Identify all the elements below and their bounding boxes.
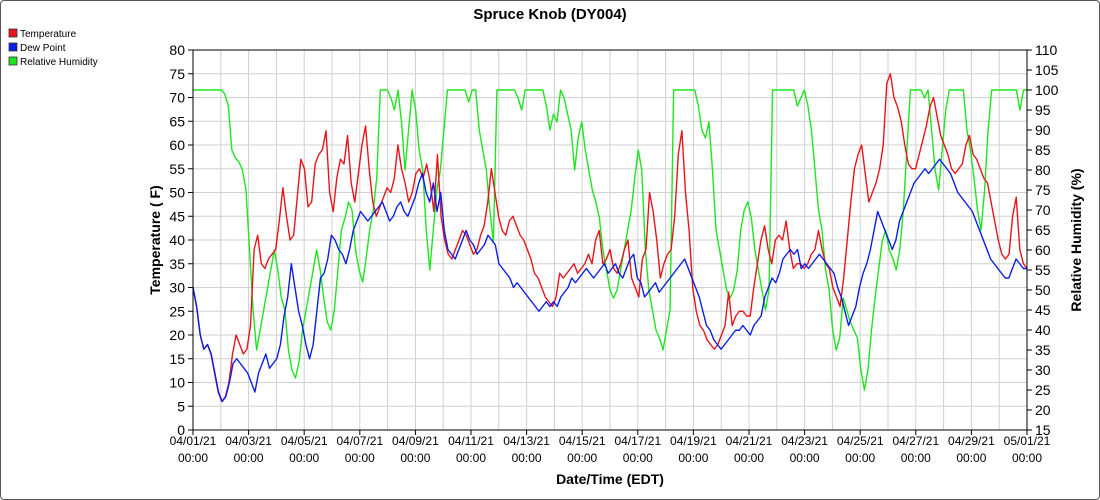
- legend-swatch: [8, 28, 18, 38]
- x-tick-label-time: 00:00: [178, 451, 208, 465]
- y2-tick-label: 110: [1035, 42, 1058, 58]
- y2-tick-label: 30: [1035, 362, 1051, 378]
- y2-tick-label: 60: [1035, 242, 1051, 258]
- x-tick-label-time: 00:00: [956, 451, 986, 465]
- y2-tick-label: 75: [1035, 182, 1051, 198]
- x-tick-label-date: 04/15/21: [559, 434, 606, 448]
- x-tick-label-date: 04/13/21: [503, 434, 550, 448]
- legend: Temperature Dew Point Relative Humidity: [8, 28, 98, 68]
- y2-axis-title: Relative Humidity (%): [1068, 168, 1084, 311]
- x-tick-label-time: 00:00: [845, 451, 875, 465]
- x-tick-label-date: 04/29/21: [948, 434, 995, 448]
- x-tick-label-time: 00:00: [623, 451, 653, 465]
- x-tick-label-date: 04/09/21: [392, 434, 439, 448]
- x-tick-label-date: 05/01/21: [1004, 434, 1051, 448]
- y2-tick-label: 100: [1035, 82, 1059, 98]
- y-tick-label: 25: [169, 303, 185, 319]
- y2-tick-label: 90: [1035, 122, 1051, 138]
- x-tick-label-time: 00:00: [345, 451, 375, 465]
- y-tick-label: 0: [177, 422, 185, 438]
- x-tick-label-date: 04/01/21: [170, 434, 217, 448]
- x-tick-label-date: 04/21/21: [726, 434, 773, 448]
- y-axis-title: Temperature ( F): [147, 185, 163, 294]
- y-tick-label: 50: [169, 185, 185, 201]
- x-tick-label-time: 00:00: [901, 451, 931, 465]
- chart-title: Spruce Knob (DY004): [473, 6, 626, 23]
- x-tick-label-date: 04/05/21: [281, 434, 328, 448]
- series-line-temperature: [192, 73, 1028, 403]
- y-tick-label: 80: [169, 42, 185, 58]
- y-tick-label: 5: [177, 398, 185, 414]
- y2-tick-label: 65: [1035, 222, 1051, 238]
- y2-tick-label: 80: [1035, 162, 1051, 178]
- x-tick-label-date: 04/11/21: [448, 434, 494, 448]
- grid-layer: [192, 49, 1028, 431]
- y2-tick-label: 55: [1035, 262, 1051, 278]
- x-tick-label-time: 00:00: [234, 451, 264, 465]
- legend-label: Temperature: [20, 29, 77, 40]
- y2-tick-label: 35: [1035, 342, 1051, 358]
- x-tick-label-time: 00:00: [567, 451, 597, 465]
- x-tick-label-date: 04/25/21: [837, 434, 884, 448]
- x-tick-label-time: 00:00: [678, 451, 708, 465]
- legend-label: Dew Point: [20, 43, 66, 54]
- x-tick-label-time: 00:00: [289, 451, 319, 465]
- x-tick-label-date: 04/23/21: [781, 434, 828, 448]
- y2-tick-label: 15: [1035, 422, 1051, 438]
- series-layer: [192, 73, 1028, 403]
- y-tick-label: 15: [169, 351, 185, 367]
- y2-tick-label: 50: [1035, 282, 1051, 298]
- series-line-dew-point: [192, 158, 1027, 403]
- y-tick-label: 60: [169, 137, 185, 153]
- x-tick-label-time: 00:00: [734, 451, 764, 465]
- y-tick-label: 40: [169, 232, 185, 248]
- y-tick-label: 70: [169, 90, 185, 106]
- x-tick-label-date: 04/17/21: [614, 434, 661, 448]
- y2-tick-label: 85: [1035, 142, 1051, 158]
- legend-swatch: [8, 56, 18, 66]
- x-tick-label-time: 00:00: [400, 451, 430, 465]
- y-tick-label: 65: [169, 113, 185, 129]
- series-line-relative-humidity: [193, 89, 1027, 391]
- y2-tick-label: 45: [1035, 302, 1051, 318]
- x-tick-label-date: 04/03/21: [225, 434, 272, 448]
- x-tick-label-date: 04/19/21: [670, 434, 717, 448]
- y-tick-label: 30: [169, 280, 185, 296]
- x-axis-title: Date/Time (EDT): [556, 471, 664, 487]
- y-tick-label: 55: [169, 161, 185, 177]
- y-tick-label: 20: [169, 327, 185, 343]
- y-tick-label: 45: [169, 208, 185, 224]
- x-tick-label-time: 00:00: [456, 451, 486, 465]
- x-tick-label-date: 04/07/21: [336, 434, 383, 448]
- x-tick-label-time: 00:00: [512, 451, 542, 465]
- axes-layer: 0 5 10 15 20 25 30 35 40 45 50 55 60 65 70 75 80 15 20 25 30…: [169, 42, 1058, 465]
- y2-tick-label: 105: [1035, 62, 1059, 78]
- y2-tick-label: 25: [1035, 382, 1051, 398]
- y2-tick-label: 95: [1035, 102, 1051, 118]
- y-tick-label: 35: [169, 256, 185, 272]
- legend-label: Relative Humidity: [20, 57, 98, 68]
- x-tick-label-time: 00:00: [790, 451, 820, 465]
- x-tick-label-time: 00:00: [1012, 451, 1042, 465]
- y-tick-label: 75: [169, 66, 185, 82]
- y2-tick-label: 40: [1035, 322, 1051, 338]
- legend-swatch: [8, 42, 18, 52]
- y2-tick-label: 20: [1035, 402, 1051, 418]
- y-tick-label: 10: [169, 375, 185, 391]
- x-tick-label-date: 04/27/21: [892, 434, 939, 448]
- y2-tick-label: 70: [1035, 202, 1051, 218]
